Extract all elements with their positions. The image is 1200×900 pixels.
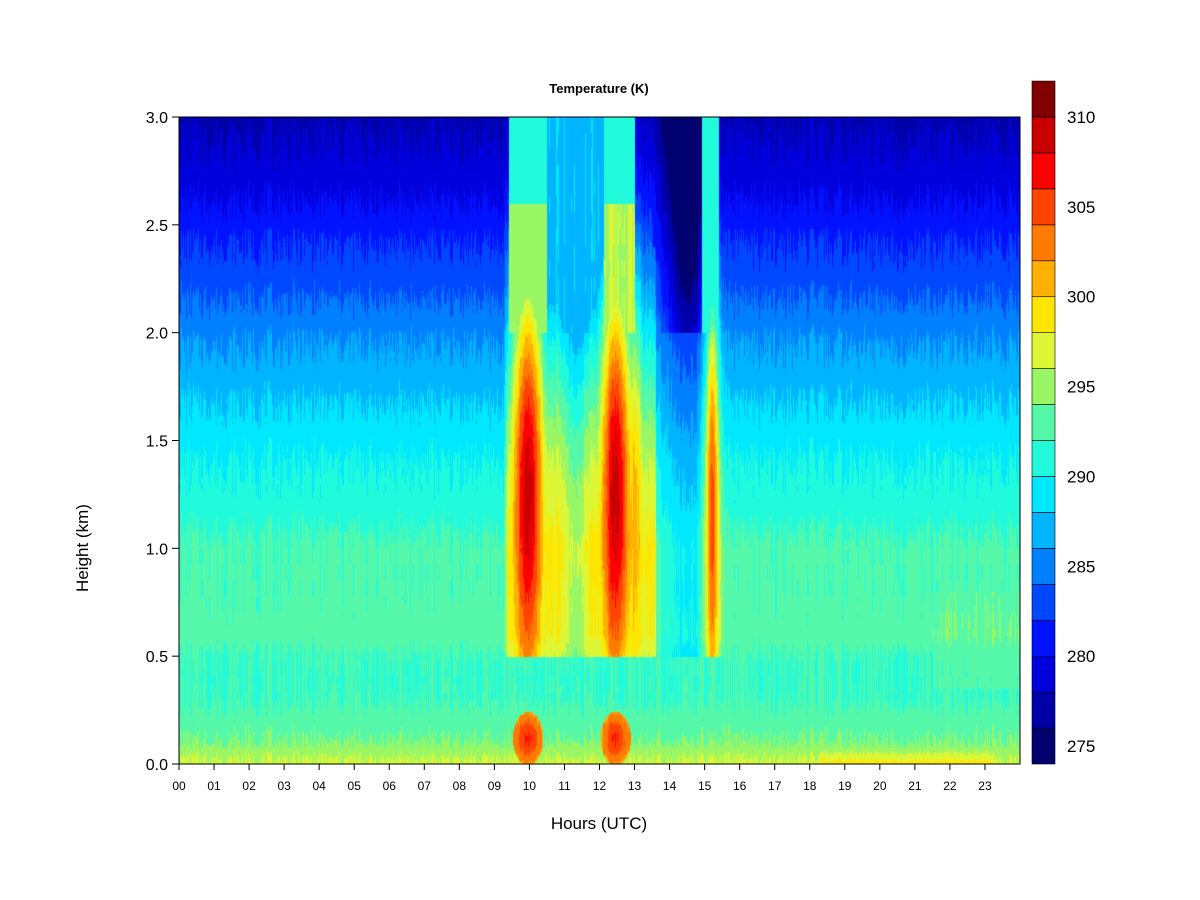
x-tick-label: 14 (663, 779, 677, 793)
x-tick-label: 15 (698, 779, 712, 793)
colorbar-tick-label: 295 (1067, 378, 1095, 397)
y-tick-label: 2.0 (146, 326, 168, 343)
y-tick-label: 2.5 (146, 218, 168, 235)
y-tick-label: 3.0 (146, 110, 168, 127)
colorbar-swatch (1031, 404, 1056, 441)
colorbar-swatch (1031, 512, 1056, 549)
colorbar-tick-label: 285 (1067, 557, 1095, 576)
colorbar-tick-label: 290 (1067, 467, 1095, 486)
x-tick-label: 07 (418, 779, 432, 793)
colorbar-swatch (1031, 368, 1056, 405)
x-tick-label: 05 (348, 779, 362, 793)
x-tick-label: 10 (523, 779, 537, 793)
colorbar-swatch (1031, 116, 1056, 154)
y-axis-label: Height (km) (73, 504, 92, 592)
colorbar-swatch (1031, 296, 1056, 333)
x-tick-label: 12 (593, 779, 607, 793)
colorbar-tick-label: 310 (1067, 108, 1095, 127)
x-tick-label: 00 (172, 779, 186, 793)
colorbar-swatch (1031, 727, 1056, 765)
colorbar-swatch (1031, 224, 1056, 262)
x-tick-label: 06 (383, 779, 397, 793)
colorbar-swatch (1031, 476, 1056, 513)
x-tick-label: 03 (277, 779, 291, 793)
colorbar-tick-label: 280 (1067, 647, 1095, 666)
heatmap-image (179, 117, 1020, 764)
colorbar-swatch (1031, 583, 1056, 621)
x-tick-label: 17 (768, 779, 782, 793)
y-axis: 0.0 0.5 1.0 1.5 2.0 2.5 3.0 (146, 110, 179, 774)
colorbar: 275 280 285 290 295 300 305 310 (1031, 80, 1095, 765)
y-tick-label: 0.5 (146, 649, 168, 666)
x-tick-label: 23 (978, 779, 992, 793)
x-tick-label: 16 (733, 779, 747, 793)
heatmap-area (178, 116, 1021, 765)
colorbar-swatch (1031, 80, 1056, 118)
x-tick-label: 09 (488, 779, 502, 793)
x-tick-label: 04 (312, 779, 326, 793)
colorbar-tick-label: 300 (1067, 288, 1095, 307)
x-tick-label: 11 (558, 779, 571, 793)
x-tick-label: 20 (873, 779, 887, 793)
x-tick-label: 08 (453, 779, 467, 793)
x-tick-label: 19 (838, 779, 852, 793)
x-tick-label: 21 (908, 779, 922, 793)
colorbar-swatch (1031, 655, 1056, 693)
x-axis: 00 01 02 03 04 05 06 07 08 09 10 11 12 13 14 15 16 17 18 19… (172, 764, 992, 793)
y-tick-label: 0.0 (146, 757, 168, 774)
x-tick-label: 02 (242, 779, 256, 793)
colorbar-swatch (1031, 152, 1056, 190)
x-tick-label: 13 (628, 779, 642, 793)
colorbar-tick-label: 305 (1067, 198, 1095, 217)
colorbar-swatch (1031, 188, 1056, 226)
colorbar-tick-label: 275 (1067, 737, 1095, 756)
x-tick-label: 18 (803, 779, 817, 793)
y-tick-label: 1.5 (146, 434, 168, 451)
colorbar-swatch (1031, 440, 1056, 477)
chart-title: Temperature (K) (549, 81, 648, 96)
colorbar-swatch (1031, 691, 1056, 729)
x-tick-label: 01 (207, 779, 221, 793)
colorbar-swatch (1031, 619, 1056, 657)
colorbar-swatch (1031, 548, 1056, 585)
y-tick-label: 1.0 (146, 541, 168, 558)
x-axis-label: Hours (UTC) (551, 814, 647, 833)
x-tick-label: 22 (943, 779, 957, 793)
colorbar-swatch (1031, 260, 1056, 298)
colorbar-swatch (1031, 332, 1056, 369)
